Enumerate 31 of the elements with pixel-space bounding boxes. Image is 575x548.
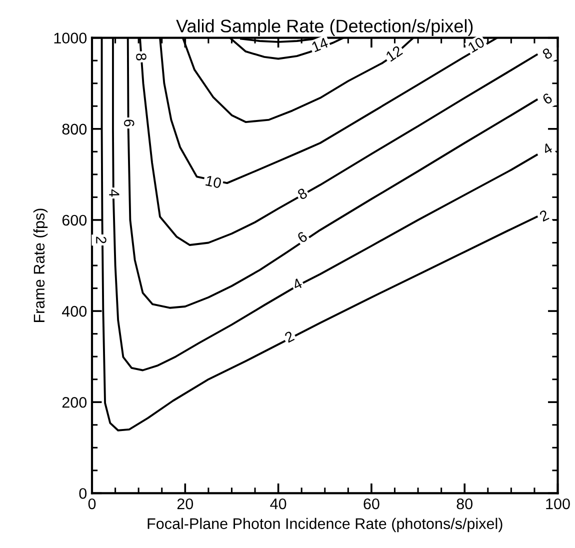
annotation: 14 [311, 37, 329, 52]
y-tick-label: 800 [62, 124, 87, 135]
annotation: 6 [296, 230, 308, 244]
annotation: 2 [96, 236, 106, 244]
annotation: 2 [538, 210, 550, 222]
y-tick-label: 1000 [54, 32, 87, 44]
annotation: 10 [467, 36, 486, 53]
annotation: 4 [542, 142, 554, 155]
y-axis-title: Frame Rate (fps) [33, 208, 48, 322]
annotation: 4 [292, 278, 303, 290]
chart-title: Valid Sample Rate (Detection/s/pixel) [176, 19, 473, 36]
annotation: 10 [205, 175, 222, 188]
annotation: 8 [136, 53, 147, 61]
x-tick-label: 60 [364, 498, 380, 510]
x-tick-label: 20 [177, 498, 194, 510]
annotation: 6 [124, 120, 134, 126]
annotation: 8 [542, 47, 553, 60]
x-tick-label: 40 [270, 498, 286, 510]
x-axis-title: Focal-Plane Photon Incidence Rate (photons/s/pixel) [148, 518, 502, 532]
annotation: 4 [109, 189, 120, 197]
annotation: 8 [296, 188, 308, 200]
y-tick-label: 200 [62, 396, 87, 408]
x-tick-label: 0 [88, 498, 96, 510]
annotation: 2 [284, 330, 295, 343]
annotation: 12 [385, 45, 403, 62]
y-tick-label: 400 [62, 306, 87, 317]
x-tick-label: 80 [456, 498, 472, 510]
y-tick-label: 0 [79, 488, 87, 499]
annotation: 6 [542, 92, 553, 105]
y-tick-label: 600 [62, 214, 87, 226]
x-tick-label: 100 [546, 498, 570, 510]
